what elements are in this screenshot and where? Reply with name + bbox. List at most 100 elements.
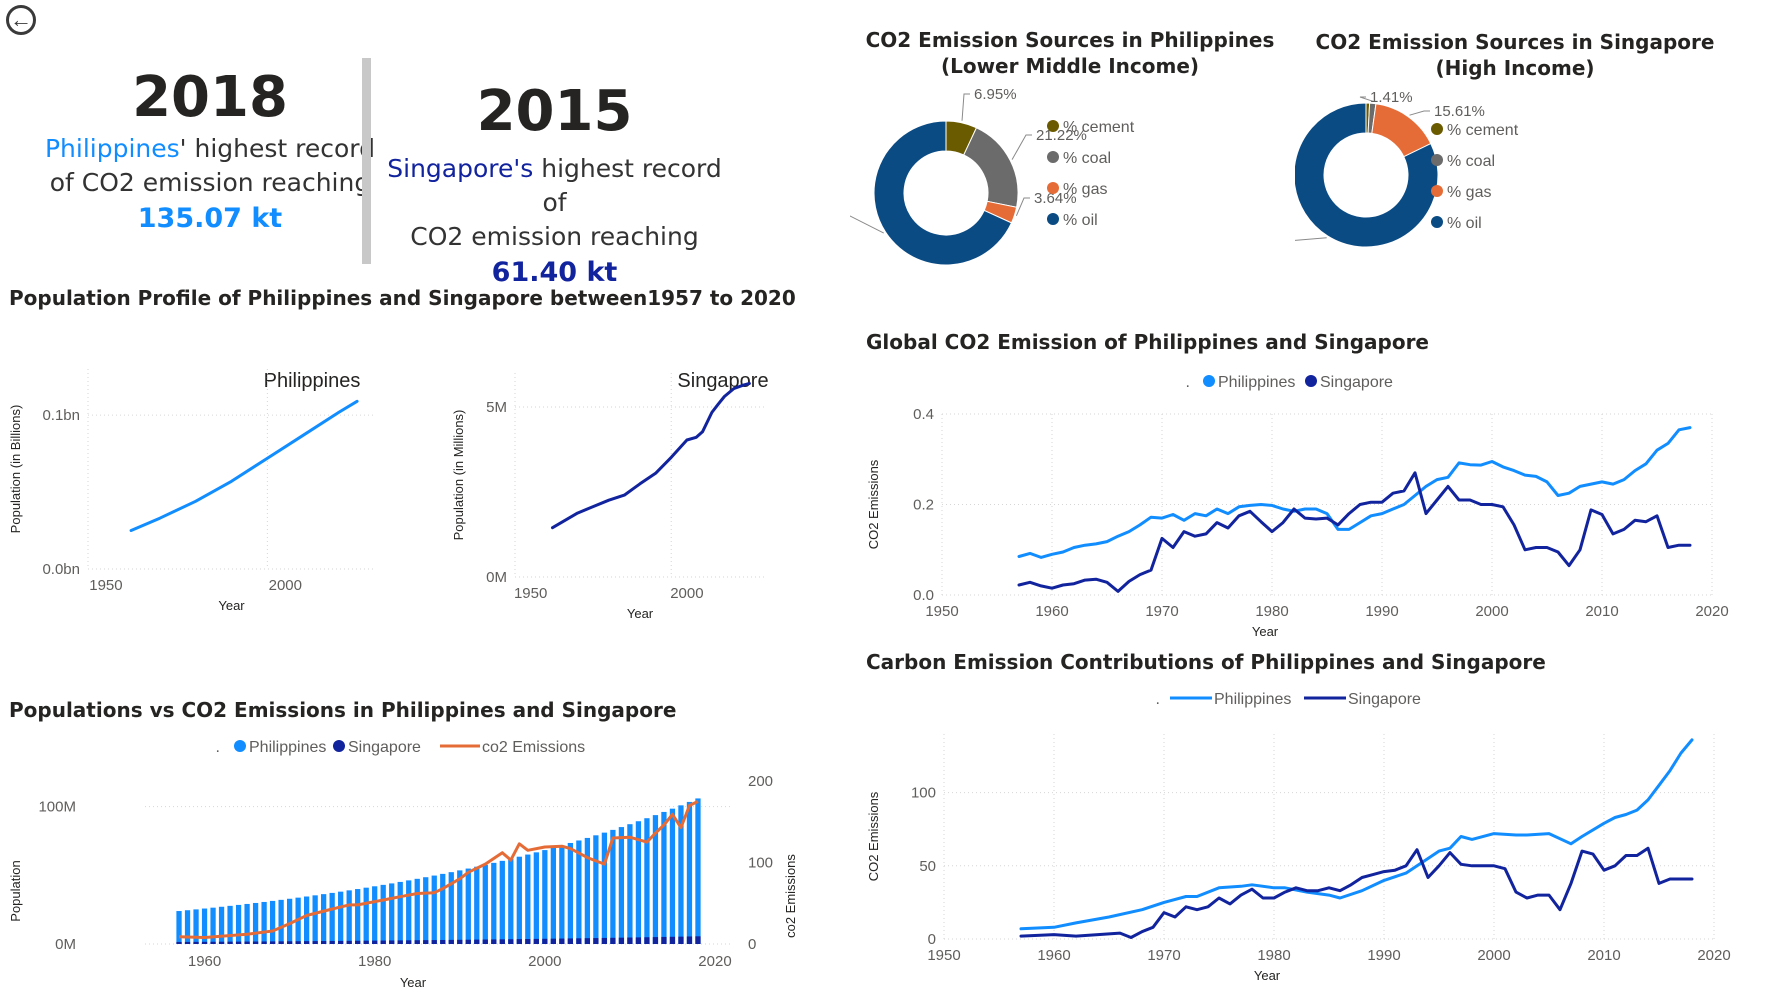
kpi-description-line2: of CO2 emission reaching bbox=[49, 168, 371, 197]
bar-philippines bbox=[525, 854, 531, 944]
series-line bbox=[1017, 471, 1692, 593]
x-axis-label: Year bbox=[1254, 968, 1281, 983]
kpi-value: 135.07 kt bbox=[137, 203, 283, 234]
donut-slice bbox=[1295, 102, 1439, 248]
bar-philippines bbox=[363, 887, 369, 944]
bar-philippines bbox=[516, 856, 522, 944]
bar-singapore bbox=[397, 940, 403, 944]
legend-label: % coal bbox=[1063, 150, 1111, 167]
x-tick-label: 2000 bbox=[269, 577, 302, 594]
population-chart-singapore[interactable]: Singapore 0M 5M 1950 2000 Year Population (in … bbox=[440, 345, 780, 635]
bar-singapore bbox=[346, 940, 352, 944]
x-tick-label: 2020 bbox=[1697, 947, 1730, 964]
bar-philippines bbox=[678, 805, 684, 944]
back-button[interactable]: ← bbox=[6, 5, 36, 35]
bar-singapore bbox=[423, 940, 429, 944]
legend-marker bbox=[1431, 185, 1443, 197]
donut-slice bbox=[873, 120, 1013, 266]
y-axis-label: CO2 Emissions bbox=[866, 459, 881, 549]
series-line-co2 bbox=[178, 800, 699, 939]
bar-philippines bbox=[397, 881, 403, 944]
donut-data-label: 1.41% bbox=[1370, 89, 1413, 106]
x-tick-label: 2000 bbox=[670, 585, 703, 602]
y-tick-label: 0.1bn bbox=[42, 407, 80, 424]
bar-singapore bbox=[618, 937, 625, 944]
population-chart-philippines[interactable]: Philippines 0.0bn 0.1bn 1950 2000 Year Populat… bbox=[0, 345, 440, 635]
x-tick-label: 1980 bbox=[1255, 603, 1288, 620]
y-tick-label: 0.2 bbox=[913, 497, 934, 514]
x-tick-label: 1970 bbox=[1145, 603, 1178, 620]
bar-philippines bbox=[440, 873, 446, 944]
x-tick-label: 2020 bbox=[1695, 603, 1728, 620]
donut-chart-singapore[interactable]: 1.41%15.61%82.18%% cement% coal% gas% oi… bbox=[1295, 85, 1765, 290]
bar-philippines bbox=[550, 847, 556, 944]
global-co2-chart[interactable]: . Philippines Singapore 0.0 0.2 0.4 1950 1960 19… bbox=[860, 365, 1768, 645]
pop-vs-co2-chart[interactable]: . Philippines Singapore co2 Emissions 0M 100M… bbox=[0, 728, 810, 990]
x-tick-label: 1950 bbox=[927, 947, 960, 964]
bar-singapore bbox=[227, 941, 233, 944]
bar-singapore bbox=[627, 937, 633, 944]
bar-singapore bbox=[482, 939, 488, 944]
donut-chart-philippines[interactable]: 6.95%21.22%3.64%68.19%% cement% coal% ga… bbox=[850, 85, 1290, 290]
x-tick-label: 1980 bbox=[358, 953, 391, 970]
donut-ph-title: CO2 Emission Sources in Philippines (Low… bbox=[850, 27, 1290, 79]
bar-philippines bbox=[661, 811, 667, 944]
bar-philippines bbox=[355, 889, 361, 944]
bar-philippines bbox=[610, 829, 616, 944]
y-axis-label: Population (in Millions) bbox=[451, 410, 466, 541]
legend-title: . bbox=[216, 739, 220, 756]
y-tick-label: 5M bbox=[486, 399, 507, 416]
bar-philippines bbox=[542, 850, 548, 944]
bar-philippines bbox=[201, 908, 208, 944]
bar-singapore bbox=[261, 941, 267, 944]
bar-singapore bbox=[644, 937, 650, 944]
bar-singapore bbox=[184, 941, 191, 944]
bar-singapore bbox=[525, 939, 531, 944]
donut-sg-title-line2: (High Income) bbox=[1435, 56, 1595, 80]
contributions-chart[interactable]: . Philippines Singapore 0 50 100 1950 1960 1970 1… bbox=[860, 682, 1768, 990]
bar-singapore bbox=[440, 939, 446, 944]
bar-philippines bbox=[304, 896, 310, 944]
bar-singapore bbox=[508, 939, 514, 944]
bar-philippines bbox=[269, 900, 276, 944]
bar-singapore bbox=[210, 941, 216, 944]
bar-philippines bbox=[372, 886, 378, 944]
legend-marker bbox=[1047, 213, 1059, 225]
donut-data-label: 21.22% bbox=[1036, 127, 1087, 144]
global-co2-title: Global CO2 Emission of Philippines and S… bbox=[866, 330, 1429, 354]
series-line bbox=[1019, 846, 1694, 939]
kpi-description-line2: CO2 emission reaching bbox=[410, 222, 699, 251]
bar-philippines bbox=[652, 815, 659, 944]
bar-philippines bbox=[227, 905, 233, 944]
bar-singapore bbox=[295, 941, 301, 944]
legend-label: Singapore bbox=[348, 739, 421, 756]
donut-data-label: 15.61% bbox=[1434, 103, 1485, 120]
x-tick-label: 2000 bbox=[1475, 603, 1508, 620]
legend-marker bbox=[333, 740, 345, 752]
bar-philippines bbox=[218, 906, 225, 944]
x-axis-label: Year bbox=[400, 975, 427, 990]
bar-philippines bbox=[329, 892, 335, 944]
y-tick-label: 100M bbox=[38, 799, 76, 816]
donut-leader-line bbox=[1015, 197, 1030, 217]
bar-singapore bbox=[652, 937, 659, 944]
kpi-card-singapore: 2015 Singapore's highest record of CO2 e… bbox=[382, 84, 727, 292]
y-tick-label: 0M bbox=[486, 569, 507, 586]
bar-philippines bbox=[474, 866, 480, 944]
y-tick-label: 0M bbox=[55, 936, 76, 953]
y-tick-label: 100 bbox=[911, 785, 936, 802]
legend-label: Philippines bbox=[1218, 374, 1295, 391]
bar-singapore bbox=[550, 938, 556, 944]
bar-philippines bbox=[627, 824, 633, 944]
y-tick-label: 0 bbox=[928, 931, 936, 948]
bar-singapore bbox=[218, 941, 225, 944]
bar-singapore bbox=[559, 938, 565, 944]
legend-marker bbox=[1047, 120, 1059, 132]
bar-singapore bbox=[542, 938, 548, 944]
bar-singapore bbox=[193, 941, 199, 944]
y-tick-label: 0.0 bbox=[913, 587, 934, 604]
kpi-card-philippines: 2018 Philippines' highest record of CO2 … bbox=[40, 70, 380, 238]
bar-philippines bbox=[695, 798, 701, 944]
legend-marker bbox=[1431, 154, 1443, 166]
x-tick-label: 2000 bbox=[1477, 947, 1510, 964]
